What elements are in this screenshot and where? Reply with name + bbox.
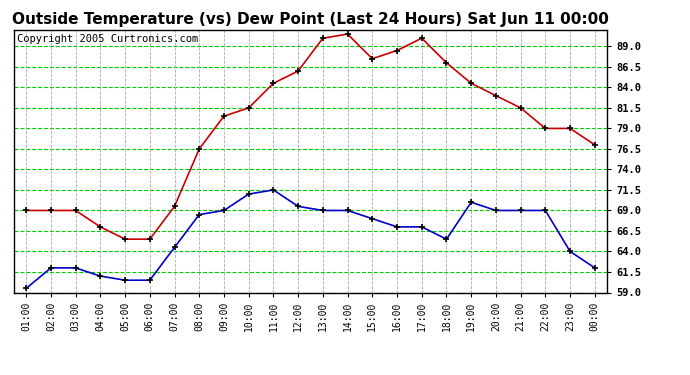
Text: Copyright 2005 Curtronics.com: Copyright 2005 Curtronics.com — [17, 34, 198, 44]
Title: Outside Temperature (vs) Dew Point (Last 24 Hours) Sat Jun 11 00:00: Outside Temperature (vs) Dew Point (Last… — [12, 12, 609, 27]
